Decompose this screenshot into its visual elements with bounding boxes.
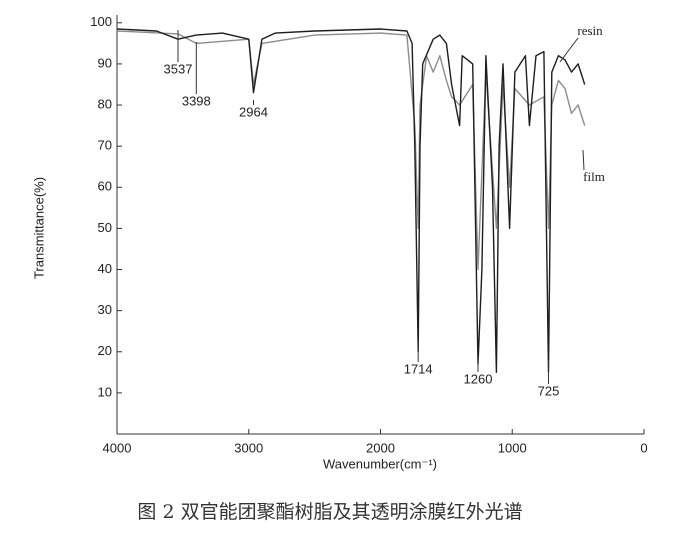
x-tick-label: 0: [640, 440, 647, 455]
series-line: [116, 28, 586, 373]
peak-label: 3398: [182, 93, 211, 108]
legend-label: resin: [577, 23, 603, 38]
x-axis-label: Wavenumber(cm⁻¹): [323, 456, 437, 471]
peak-label: 2964: [239, 104, 268, 119]
y-tick-label: 50: [98, 220, 112, 235]
y-tick-label: 90: [98, 55, 112, 70]
peak-label: 1260: [464, 371, 493, 386]
y-tick-label: 10: [98, 384, 112, 399]
y-tick-label: 20: [98, 343, 112, 358]
x-tick-label: 1000: [498, 440, 527, 455]
peak-label: 725: [538, 383, 560, 398]
legend-label: film: [583, 169, 605, 184]
y-tick-label: 80: [98, 96, 112, 111]
y-axis-label: Transmittance(%): [31, 177, 46, 279]
x-tick-label: 3000: [234, 440, 263, 455]
x-tick-label: 2000: [366, 440, 395, 455]
y-tick-label: 100: [90, 14, 112, 29]
caption: 图 2 双官能团聚酯树脂及其透明涂膜红外光谱: [137, 501, 522, 523]
peak-label: 3537: [164, 61, 193, 76]
x-tick-label: 4000: [103, 440, 132, 455]
peak-label: 1714: [404, 361, 433, 376]
y-tick-label: 60: [98, 179, 112, 194]
legend-leader: [559, 37, 579, 63]
legend-leader: [582, 149, 585, 171]
y-tick-label: 70: [98, 138, 112, 153]
y-tick-label: 30: [98, 302, 112, 317]
y-tick-label: 40: [98, 261, 112, 276]
